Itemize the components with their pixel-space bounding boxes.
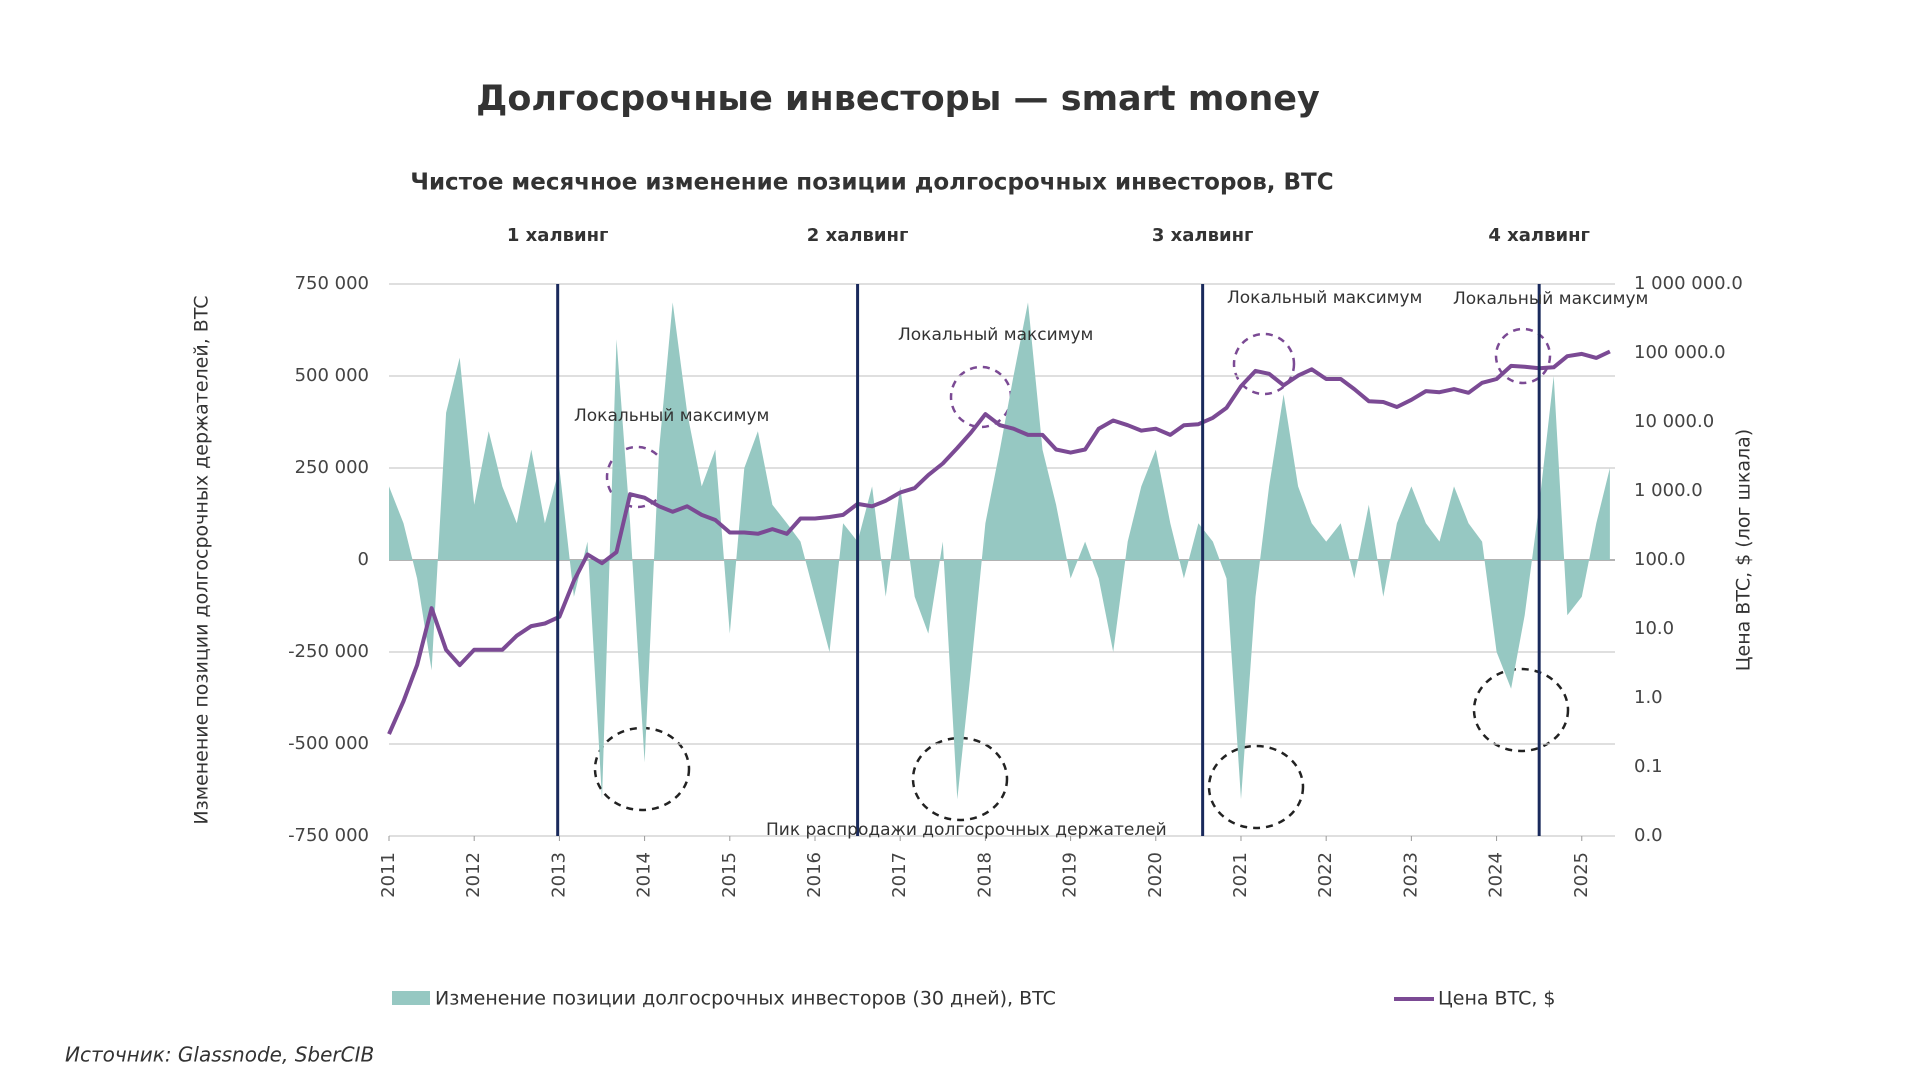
annotation: Локальный максимум: [898, 325, 1093, 345]
y2-tick-label: 1 000 000.0: [1634, 273, 1743, 294]
annotation: Пик распродажи долгосрочных держателей: [766, 820, 1167, 840]
area: [389, 302, 1610, 800]
x-tick-label: 2016: [804, 852, 825, 898]
chart-subtitle: Чистое месячное изменение позиции долгос…: [410, 170, 1333, 196]
y2-tick-label: 0.0: [1634, 825, 1663, 846]
y-tick-label: 0: [358, 549, 369, 570]
y-tick-label: -750 000: [288, 825, 369, 846]
x-tick-label: 2024: [1486, 852, 1507, 898]
halving-label: 4 халвинг: [1488, 225, 1590, 246]
halving-label: 2 халвинг: [807, 225, 909, 246]
x-tick-label: 2022: [1315, 852, 1336, 898]
y2-tick-label: 1.0: [1634, 687, 1663, 708]
x-tick-label: 2012: [463, 852, 484, 898]
x-tick-label: 2018: [974, 852, 995, 898]
annotation: Локальный максимум: [1227, 288, 1422, 308]
halving-label: 3 халвинг: [1152, 225, 1254, 246]
legend-label: Цена BTC, $: [1438, 988, 1556, 1010]
annotation: Локальный максимум: [574, 406, 769, 426]
y2-tick-label: 100.0: [1634, 549, 1686, 570]
y-tick-label: -250 000: [288, 641, 369, 662]
y2-axis-label: Цена BTC, $ (лог шкала): [1733, 429, 1755, 671]
x-tick-label: 2021: [1230, 852, 1251, 898]
legend-label: Изменение позиции долгосрочных инвесторо…: [435, 988, 1056, 1010]
x-tick-label: 2020: [1145, 852, 1166, 898]
y2-tick-label: 100 000.0: [1634, 342, 1726, 363]
x-tick-label: 2011: [378, 852, 399, 898]
ellipse: [911, 736, 1009, 822]
x-tick-label: 2014: [634, 852, 655, 898]
y-tick-label: 750 000: [295, 273, 369, 294]
halving-label: 1 халвинг: [507, 225, 609, 246]
source-note: Источник: Glassnode, SberCIB: [65, 1043, 374, 1067]
y2-tick-label: 10.0: [1634, 618, 1674, 639]
ellipse: [1472, 667, 1570, 753]
y-tick-label: 250 000: [295, 457, 369, 478]
y2-tick-label: 0.1: [1634, 756, 1663, 777]
grid: [389, 283, 1615, 837]
x-tick-label: 2015: [719, 852, 740, 898]
annotation-circles: [593, 327, 1570, 830]
y2-tick-label: 10 000.0: [1634, 411, 1714, 432]
legend-swatch: [392, 991, 430, 1005]
y-tick-label: 500 000: [295, 365, 369, 386]
chart-title: Долгосрочные инвесторы — smart money: [476, 79, 1320, 119]
line: [387, 349, 1611, 735]
x-tick-label: 2013: [548, 852, 569, 898]
annotation: Локальный максимум: [1453, 289, 1648, 309]
circle: [1494, 327, 1552, 385]
x-tick-label: 2019: [1060, 852, 1081, 898]
ellipse: [1207, 744, 1305, 830]
x-tick-label: 2017: [889, 852, 910, 898]
circle: [1232, 332, 1296, 396]
x-tick-label: 2023: [1400, 852, 1421, 898]
y2-tick-label: 1 000.0: [1634, 480, 1703, 501]
ellipse: [593, 726, 691, 812]
y-axis-label: Изменение позиции долгосрочных держателе…: [191, 295, 213, 824]
x-tick-label: 2025: [1571, 852, 1592, 898]
y-tick-label: -500 000: [288, 733, 369, 754]
